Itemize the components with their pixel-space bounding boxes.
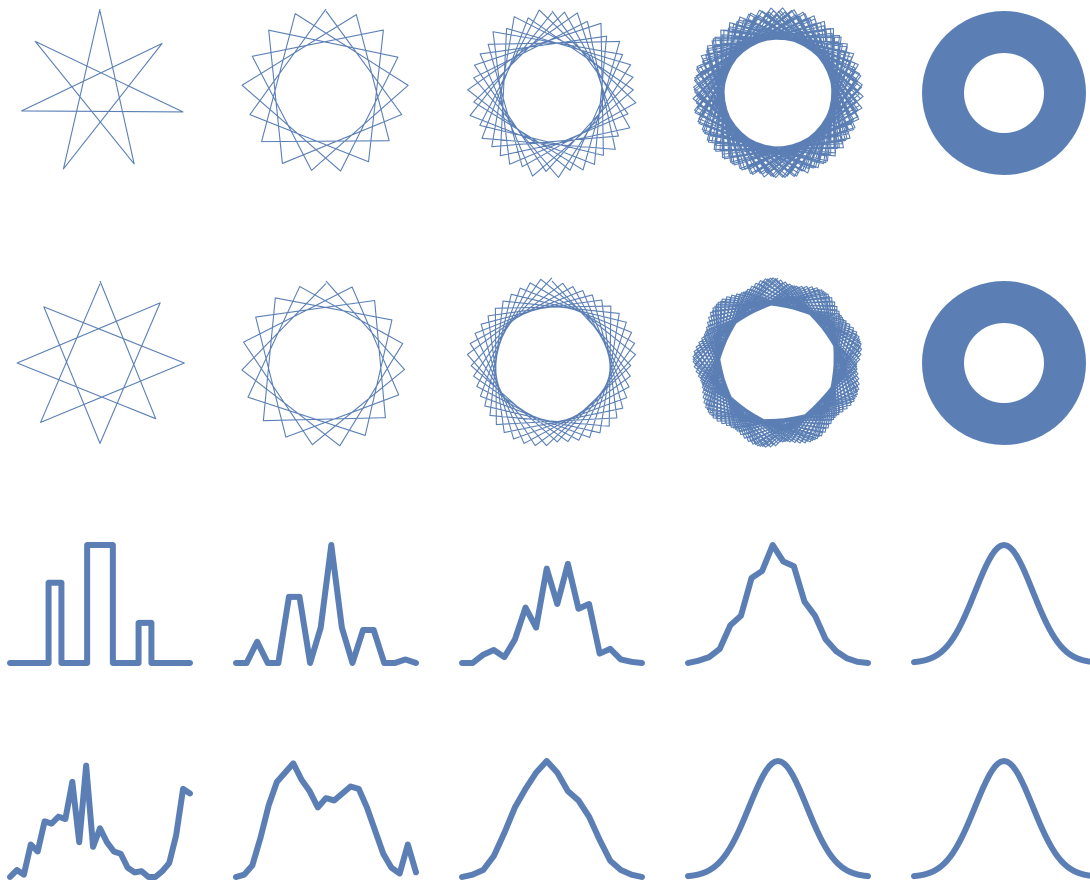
star-polygon-path [692,277,863,448]
panel-r4-c4 [685,758,871,880]
distribution-curve-path [459,758,645,880]
panel-r3-c5 [911,542,1090,666]
panel-r1-c1 [21,8,184,170]
star-polygon-path [241,280,406,447]
panel-r2-c2 [241,280,406,447]
panel-r3-c1 [7,542,193,666]
distribution-curve-path [911,758,1090,880]
panel-r4-c5 [911,758,1090,880]
panel-r3-c2 [233,542,419,666]
panel-r1-c5 [922,11,1086,175]
panel-r2-c5 [922,281,1086,445]
distribution-curve-path [685,758,871,880]
panel-r1-c3 [467,9,637,178]
star-polygon-path [466,277,636,447]
panel-r4-c1 [7,762,193,880]
panel-r2-c3 [466,277,636,447]
distribution-curve-path [685,542,871,666]
distribution-curve-path [7,762,193,880]
panel-r3-c4 [685,542,871,666]
star-polygon-path [467,9,637,178]
distribution-curve-path [7,542,193,666]
panel-r1-c4 [692,7,864,179]
distribution-curve-path [233,542,419,666]
panel-r2-c1 [16,280,185,444]
panel-r4-c3 [459,758,645,880]
panel-r3-c3 [459,560,645,666]
distribution-curve-path [233,760,419,880]
panel-r1-c2 [241,8,409,172]
panel-r4-c2 [233,760,419,880]
star-polygon-path [692,7,864,179]
star-polygon-path [241,8,409,172]
star-polygon-path [21,8,184,170]
star-polygon-path [16,280,185,444]
filled-ring [922,11,1086,175]
distribution-curve-path [911,542,1090,666]
filled-ring [922,281,1086,445]
distribution-curve-path [459,560,645,666]
panel-r2-c4 [692,277,863,448]
